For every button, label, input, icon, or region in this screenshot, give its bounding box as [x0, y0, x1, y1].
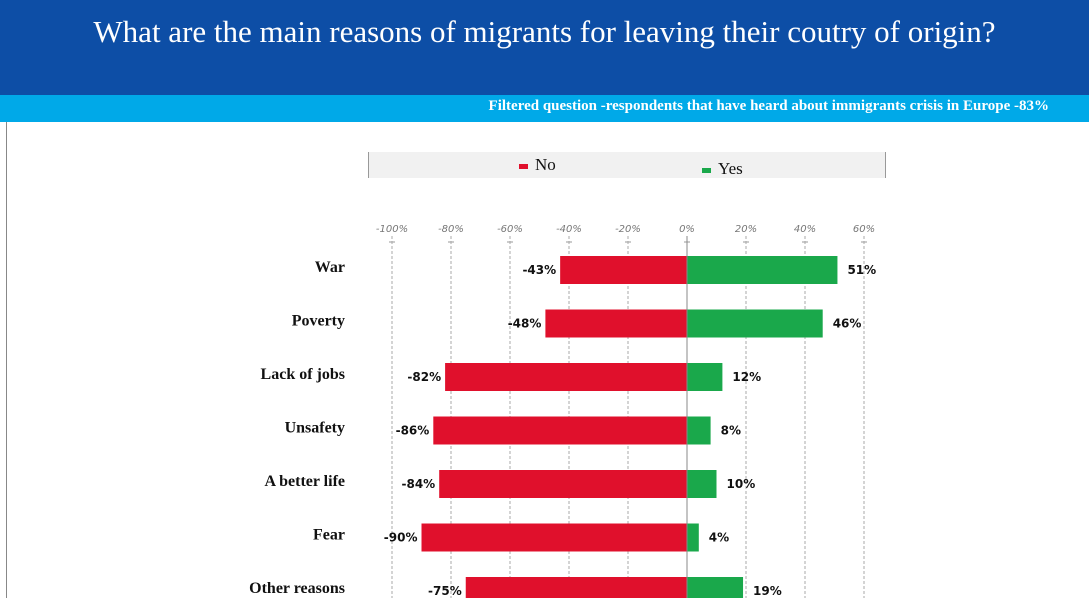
legend-swatch-yes [702, 167, 711, 173]
category-label: Poverty [292, 313, 345, 330]
value-label-yes: 8% [721, 424, 741, 438]
value-label-no: -90% [384, 531, 418, 545]
value-label-yes: 4% [709, 531, 729, 545]
subtitle-bar: Filtered question -respondents that have… [0, 95, 1089, 122]
x-tick-label: -20% [615, 224, 641, 235]
legend-swatch-no [519, 163, 528, 169]
bar-no [445, 363, 687, 391]
bar-yes [687, 470, 717, 498]
x-tick-label: 60% [853, 224, 875, 235]
category-label: Fear [313, 527, 345, 544]
value-label-yes: 46% [833, 317, 862, 331]
bar-no [465, 577, 687, 598]
category-label: Lack of jobs [261, 366, 345, 383]
chart-legend: No Yes [368, 152, 886, 178]
bar-no [433, 416, 687, 445]
category-label: A better life [264, 473, 345, 490]
value-label-yes: 12% [732, 370, 761, 384]
bar-no [560, 256, 687, 284]
bar-no [439, 470, 687, 498]
legend-item-no: No [519, 155, 556, 175]
x-tick-label: -40% [556, 224, 582, 235]
bar-no [545, 309, 687, 338]
legend-item-yes: Yes [702, 159, 743, 179]
page-subtitle: Filtered question -respondents that have… [488, 98, 1049, 114]
bar-yes [687, 256, 838, 284]
x-tick-label: -60% [497, 224, 523, 235]
legend-label-no: No [535, 155, 556, 174]
value-label-no: -75% [428, 584, 462, 598]
bar-no [421, 523, 687, 552]
legend-label-yes: Yes [718, 159, 743, 178]
bar-yes [687, 523, 699, 552]
bar-yes [687, 416, 711, 445]
value-label-no: -48% [508, 317, 542, 331]
bar-yes [687, 577, 744, 598]
value-label-yes: 51% [847, 263, 876, 277]
x-tick-label: -100% [376, 224, 408, 235]
x-tick-label: 40% [794, 224, 816, 235]
value-label-yes: 19% [753, 584, 782, 598]
x-tick-label: -80% [438, 224, 464, 235]
category-label: Unsafety [285, 420, 345, 437]
title-bar: What are the main reasons of migrants fo… [0, 0, 1089, 95]
value-label-yes: 10% [727, 477, 756, 491]
bar-yes [687, 363, 723, 391]
x-tick-label: 0% [679, 224, 695, 235]
value-label-no: -86% [396, 424, 430, 438]
page-title: What are the main reasons of migrants fo… [93, 14, 996, 49]
category-label: War [315, 259, 345, 276]
value-label-no: -82% [407, 370, 441, 384]
x-tick-label: 20% [735, 224, 757, 235]
value-label-no: -43% [522, 263, 556, 277]
bar-yes [687, 309, 823, 338]
category-label: Other reasons [249, 580, 345, 597]
left-border [6, 122, 7, 598]
value-label-no: -84% [401, 477, 435, 491]
